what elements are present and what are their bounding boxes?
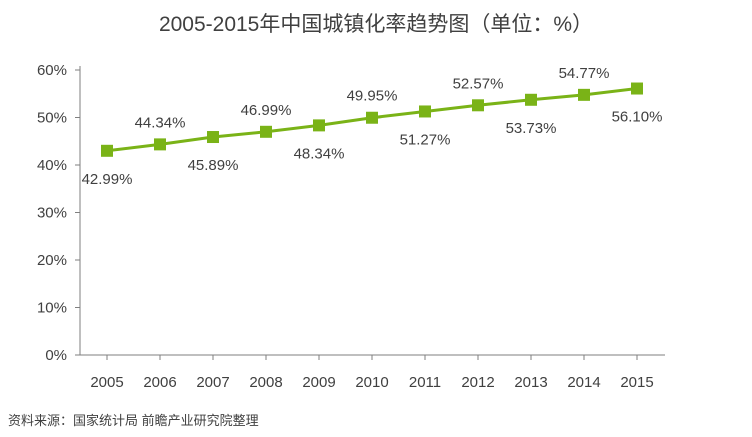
data-point-marker <box>631 82 643 95</box>
data-label: 44.34% <box>135 114 186 131</box>
data-point-marker <box>154 138 166 151</box>
x-tick-label: 2013 <box>514 374 547 391</box>
x-axis-ticks: 2005 2006 2007 2008 2009 2010 2011 2012 2013 2014… <box>90 355 654 391</box>
y-tick-label: 10% <box>37 300 67 317</box>
data-label: 52.57% <box>453 75 504 92</box>
x-tick-label: 2009 <box>302 374 335 391</box>
y-tick-label: 30% <box>37 205 67 222</box>
x-tick-label: 2015 <box>620 374 653 391</box>
x-tick-label: 2010 <box>355 374 388 391</box>
data-point-marker <box>578 88 590 101</box>
data-point-marker <box>207 131 219 144</box>
data-point-marker <box>101 144 113 157</box>
source-note: 资料来源：国家统计局 前瞻产业研究院整理 <box>8 413 259 428</box>
x-tick-label: 2005 <box>90 374 123 391</box>
data-point-marker <box>313 119 325 132</box>
y-axis-ticks: 0% 10% 20% 30% 40% 50% 60% <box>37 62 80 364</box>
data-label: 49.95% <box>347 88 398 105</box>
data-label: 48.34% <box>294 145 345 162</box>
data-label: 56.10% <box>612 109 663 126</box>
data-label: 53.73% <box>506 120 557 137</box>
series-markers <box>101 82 643 157</box>
y-tick-label: 60% <box>37 62 67 79</box>
y-tick-label: 40% <box>37 157 67 174</box>
data-point-marker <box>366 111 378 124</box>
y-tick-label: 20% <box>37 252 67 269</box>
data-point-marker <box>419 105 431 118</box>
data-point-marker <box>472 99 484 112</box>
y-tick-label: 0% <box>45 347 67 364</box>
data-label: 45.89% <box>188 157 239 174</box>
data-label: 46.99% <box>241 102 292 119</box>
x-tick-label: 2006 <box>143 374 176 391</box>
x-tick-label: 2011 <box>409 374 441 391</box>
data-point-marker <box>525 93 537 106</box>
y-tick-label: 50% <box>37 110 67 127</box>
x-tick-label: 2012 <box>461 374 494 391</box>
x-tick-label: 2007 <box>196 374 229 391</box>
data-label: 54.77% <box>559 65 610 82</box>
data-point-marker <box>260 125 272 138</box>
chart-title: 2005-2015年中国城镇化率趋势图（单位：%） <box>158 13 594 36</box>
x-tick-label: 2008 <box>249 374 282 391</box>
data-labels: 42.99% 44.34% 45.89% 46.99% 48.34% 49.95% 51.2… <box>82 65 663 188</box>
x-tick-label: 2014 <box>567 374 600 391</box>
axes <box>79 66 665 356</box>
data-label: 51.27% <box>400 131 451 148</box>
data-label: 42.99% <box>82 171 133 188</box>
